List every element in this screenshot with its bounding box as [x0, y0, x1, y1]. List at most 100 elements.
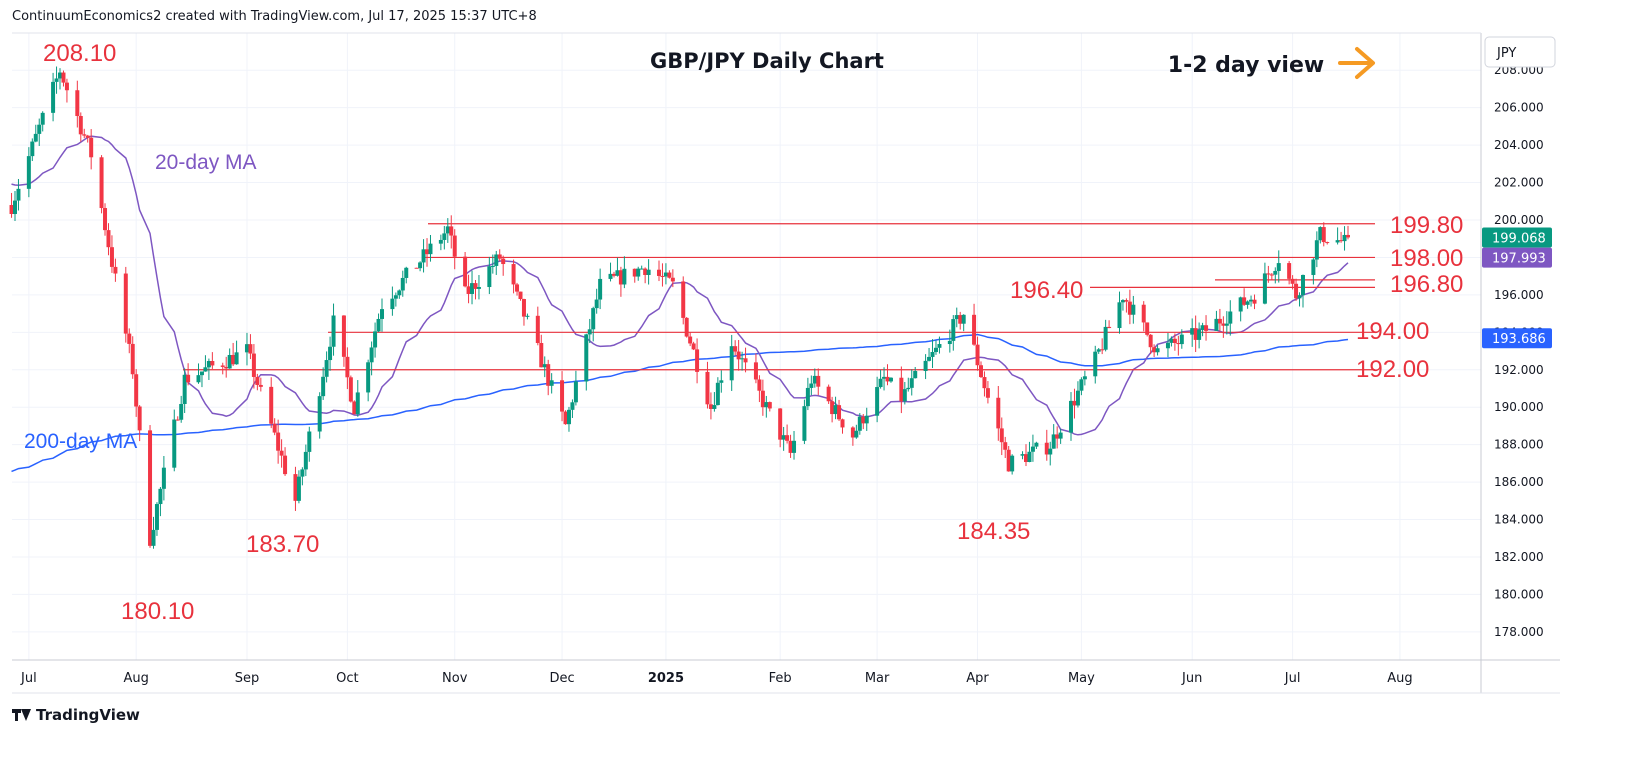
- candle: [1335, 227, 1340, 245]
- candle: [78, 112, 83, 142]
- tradingview-logo-icon: [12, 709, 32, 721]
- candle: [13, 191, 17, 221]
- candle: [494, 250, 499, 275]
- candle: [206, 358, 211, 380]
- candle: [663, 263, 668, 285]
- candle: [1020, 451, 1025, 460]
- candle: [33, 124, 38, 143]
- candle: [89, 129, 94, 170]
- candle: [985, 381, 990, 404]
- candle: [1107, 320, 1112, 329]
- candle: [1318, 226, 1323, 244]
- candle: [937, 336, 942, 354]
- candle: [317, 392, 322, 439]
- arrow-right-icon: [1338, 47, 1375, 79]
- candle: [1179, 329, 1184, 349]
- candle: [688, 332, 693, 347]
- candle: [234, 340, 239, 365]
- x-tick-label: Sep: [235, 671, 260, 686]
- candle: [1176, 335, 1181, 356]
- candle: [546, 359, 551, 396]
- candle: [303, 444, 308, 477]
- ma-200-path: [11, 333, 1349, 473]
- candle: [9, 192, 14, 218]
- candle: [487, 256, 492, 295]
- candle: [1193, 315, 1198, 352]
- candle: [767, 401, 772, 412]
- plot-area: [12, 33, 1481, 660]
- candle: [328, 336, 333, 371]
- level-label: 194.00: [1356, 318, 1429, 345]
- candle: [542, 356, 547, 378]
- candle: [476, 275, 481, 300]
- candle: [1172, 333, 1177, 351]
- candle: [1034, 441, 1039, 449]
- candle: [913, 366, 918, 379]
- x-axis[interactable]: Jul Aug Sep Oct Nov Dec 2025 Feb Mar Apr May Jun Jul…: [20, 671, 1413, 686]
- candle: [608, 262, 613, 282]
- candle: [691, 341, 696, 351]
- currency-button[interactable]: [1484, 36, 1556, 68]
- level-label: 192.00: [1356, 356, 1429, 383]
- candle: [1030, 434, 1035, 462]
- y-axis[interactable]: 208.000206.000204.000202.000200.000198.0…: [1494, 63, 1544, 639]
- candle: [719, 370, 724, 393]
- candle: [296, 470, 301, 504]
- candle: [930, 339, 935, 369]
- candle: [182, 368, 187, 413]
- candle: [864, 407, 869, 431]
- candle: [515, 282, 520, 296]
- candle: [283, 447, 288, 476]
- chart-title: GBP/JPY Daily Chart: [650, 49, 884, 73]
- tradingview-logo[interactable]: TradingView: [12, 706, 140, 724]
- candle: [622, 256, 627, 289]
- candle: [272, 418, 277, 436]
- candle: [40, 111, 45, 132]
- candle: [833, 396, 838, 420]
- ma-200-line: [11, 333, 1349, 473]
- candle: [978, 361, 983, 379]
- extreme-label: 180.10: [121, 598, 194, 625]
- candle: [1055, 426, 1060, 449]
- candle: [743, 347, 748, 373]
- y-tick-label: 186.000: [1494, 475, 1544, 489]
- candle: [1127, 289, 1132, 325]
- candle: [161, 456, 166, 501]
- candle: [1131, 295, 1136, 324]
- annotations: 208.10 180.10 183.70 184.35: [43, 40, 1030, 625]
- candle: [473, 279, 478, 300]
- x-tick-label: Apr: [966, 671, 989, 686]
- candle: [58, 68, 63, 90]
- candle: [933, 340, 938, 355]
- level-label: 198.00: [1390, 245, 1463, 272]
- candle: [1072, 388, 1077, 419]
- candle: [656, 260, 661, 282]
- candle: [1245, 300, 1250, 309]
- extreme-label: 184.35: [957, 518, 1030, 545]
- candle: [615, 257, 620, 277]
- candle: [1339, 231, 1344, 243]
- candle: [203, 355, 208, 372]
- candle: [501, 255, 506, 276]
- candle: [947, 329, 952, 353]
- candle: [660, 263, 665, 287]
- candle: [1314, 231, 1319, 268]
- y-tick-label: 204.000: [1494, 138, 1544, 152]
- candle: [875, 376, 880, 423]
- candle: [802, 399, 807, 445]
- candle: [470, 270, 475, 305]
- candle: [1148, 334, 1153, 354]
- x-tick-label: Dec: [549, 671, 574, 686]
- candle: [1214, 310, 1219, 331]
- candle: [1266, 265, 1271, 283]
- candle: [1249, 295, 1254, 307]
- candle: [186, 363, 191, 386]
- candle: [172, 409, 177, 472]
- candle: [1242, 288, 1247, 306]
- candle: [757, 375, 762, 403]
- candle: [740, 351, 745, 371]
- candle: [1325, 241, 1330, 245]
- candle: [511, 259, 516, 294]
- candle: [61, 70, 66, 87]
